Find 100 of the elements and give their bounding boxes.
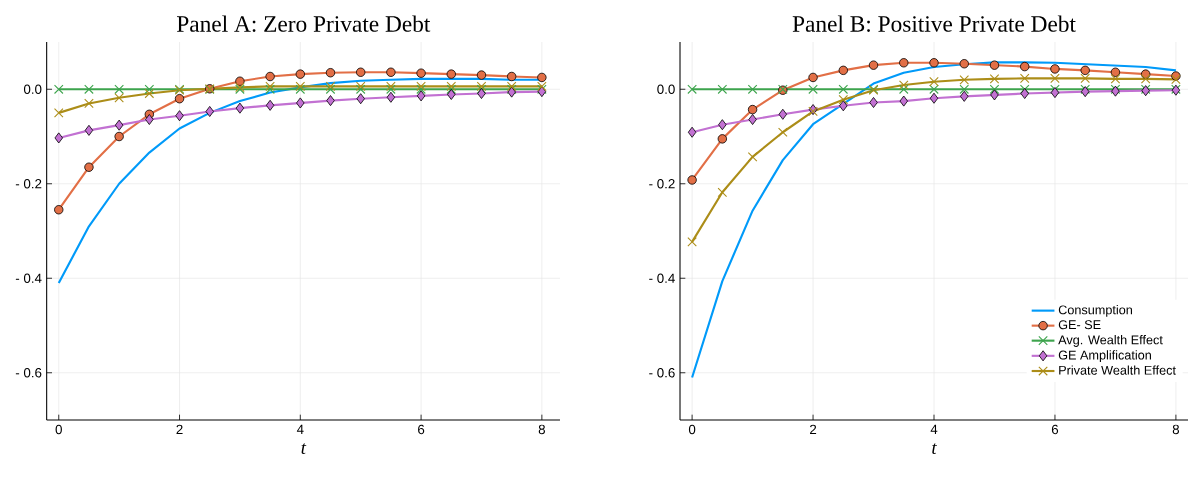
y-tick-label: - 0.2 xyxy=(649,179,675,189)
y-tick-label: 0.0 xyxy=(23,84,42,94)
x-tick-label: 2 xyxy=(810,424,817,435)
point xyxy=(446,69,456,79)
x-tick-label: 4 xyxy=(296,424,304,434)
point xyxy=(1140,74,1151,84)
point xyxy=(144,88,155,99)
point xyxy=(808,72,818,83)
point xyxy=(84,124,94,136)
point xyxy=(205,106,214,117)
point xyxy=(687,84,697,95)
point xyxy=(1080,65,1090,76)
point xyxy=(838,65,848,76)
point xyxy=(84,84,94,95)
point xyxy=(1110,67,1121,77)
point xyxy=(1020,88,1029,99)
y-tick-label: - 0.6 xyxy=(649,368,675,378)
point xyxy=(386,67,396,77)
point xyxy=(84,98,94,109)
point xyxy=(114,131,124,142)
legend-label: Consumption xyxy=(1058,305,1132,317)
point xyxy=(145,114,154,125)
point xyxy=(990,89,999,101)
x-tick-label: 0 xyxy=(688,424,696,435)
point xyxy=(959,75,970,85)
point xyxy=(1050,64,1060,74)
point xyxy=(114,92,124,103)
legend-label: Private Wealth Effect xyxy=(1059,365,1176,375)
x-tick-label: 6 xyxy=(418,424,425,435)
point xyxy=(929,76,939,87)
point xyxy=(1050,73,1060,84)
point xyxy=(1019,73,1030,84)
point xyxy=(778,127,788,138)
point xyxy=(144,84,155,95)
point xyxy=(235,76,245,86)
point xyxy=(1080,73,1090,84)
point xyxy=(356,93,365,105)
point xyxy=(929,92,939,104)
x-tick-label: 6 xyxy=(1051,424,1059,435)
point xyxy=(959,84,970,95)
point xyxy=(717,187,728,198)
point xyxy=(747,84,758,95)
y-tick-label: 0.0 xyxy=(657,84,675,94)
point xyxy=(326,95,335,107)
point xyxy=(476,70,487,80)
point xyxy=(839,100,848,112)
point xyxy=(53,108,64,118)
point xyxy=(325,68,336,78)
x-tick-label: 4 xyxy=(930,424,938,434)
y-tick-label: - 0.6 xyxy=(15,368,42,378)
point xyxy=(748,114,757,125)
legend-label: GE Amplification xyxy=(1058,350,1151,363)
point xyxy=(959,59,969,69)
point xyxy=(717,84,728,95)
point xyxy=(929,84,939,95)
point xyxy=(114,119,124,131)
x-tick-label: 0 xyxy=(55,424,62,435)
y-tick-label: - 0.4 xyxy=(15,273,42,283)
point xyxy=(265,71,275,82)
point xyxy=(1171,74,1181,85)
point xyxy=(265,99,275,111)
point xyxy=(356,67,366,77)
point xyxy=(808,84,818,95)
point xyxy=(416,90,426,102)
point xyxy=(295,69,305,79)
y-tick-label: - 0.2 xyxy=(15,179,42,189)
x-tick-label: 8 xyxy=(538,424,545,435)
point xyxy=(718,119,727,131)
point xyxy=(1050,87,1060,99)
point xyxy=(54,132,63,144)
legend-label: GE- SE xyxy=(1058,320,1101,330)
point xyxy=(898,80,909,90)
x-tick-label: 8 xyxy=(1172,424,1180,435)
point xyxy=(989,84,1000,95)
point xyxy=(114,84,124,95)
point xyxy=(778,108,788,120)
point xyxy=(747,104,758,115)
point xyxy=(84,162,94,172)
point xyxy=(868,60,879,70)
point xyxy=(869,97,878,108)
point xyxy=(687,237,697,247)
point xyxy=(899,95,908,107)
chart-title: Panel B: Positive Private Debt xyxy=(792,15,1076,32)
y-tick-label: - 0.4 xyxy=(649,273,675,283)
point xyxy=(989,74,1000,84)
point xyxy=(53,84,64,95)
point xyxy=(687,126,697,138)
point xyxy=(507,71,517,82)
x-tick-label: 2 xyxy=(176,424,183,435)
point xyxy=(1020,61,1030,72)
point xyxy=(235,102,245,114)
point xyxy=(989,60,1000,70)
point xyxy=(175,110,184,122)
point xyxy=(296,97,305,109)
chart-title: Panel A: Zero Private Debt xyxy=(177,15,431,32)
point xyxy=(477,88,486,99)
x-axis-title: t xyxy=(932,443,937,454)
point xyxy=(747,152,758,162)
point xyxy=(416,68,426,78)
point xyxy=(174,94,185,104)
